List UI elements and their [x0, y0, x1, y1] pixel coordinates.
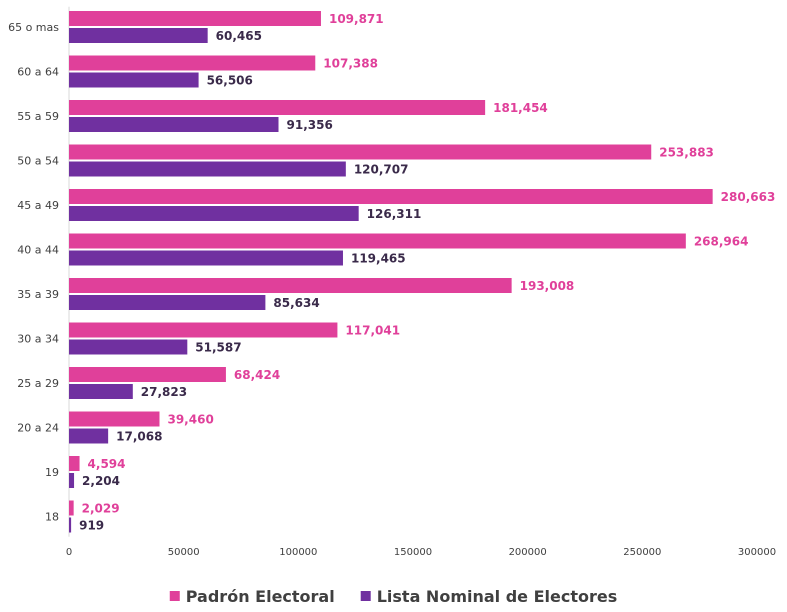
bar-lista-nominal: [69, 517, 72, 533]
bar-padron-electoral: [69, 144, 652, 160]
category-labels: 65 o mas 60 a 64 55 a 59 50 a 54 45 a 49 40 a…: [8, 21, 59, 524]
legend-label: Lista Nominal de Electores: [377, 587, 618, 606]
bar-lista-nominal: [69, 161, 346, 177]
legend-swatch: [169, 591, 180, 601]
x-tick-label: 100000: [279, 547, 317, 558]
x-tick-label: 50000: [168, 547, 200, 558]
data-label: 2,029: [82, 502, 120, 516]
data-label: 60,465: [216, 29, 262, 43]
data-label: 919: [79, 519, 104, 533]
category-label: 20 a 24: [17, 422, 59, 435]
legend-swatch: [360, 591, 371, 601]
bar-padron-electoral: [69, 100, 486, 115]
legend-item: Lista Nominal de Electores: [360, 587, 618, 606]
data-label: 109,871: [329, 12, 384, 26]
bar-padron-electoral: [69, 500, 74, 516]
data-label: 119,465: [351, 252, 406, 266]
bar-padron-electoral: [69, 456, 80, 471]
category-label: 19: [45, 466, 59, 479]
data-label: 268,964: [694, 235, 749, 249]
data-label: 107,388: [323, 57, 378, 71]
category-label: 35 a 39: [17, 288, 59, 301]
category-label: 65 o mas: [8, 21, 59, 34]
bar-padron-electoral: [69, 278, 512, 293]
data-label: 193,008: [520, 279, 575, 293]
data-label: 181,454: [493, 101, 548, 115]
bar-lista-nominal: [69, 206, 359, 221]
data-label: 2,204: [82, 474, 120, 488]
bar-lista-nominal: [69, 250, 343, 266]
category-label: 60 a 64: [17, 66, 59, 79]
category-label: 25 a 29: [17, 377, 59, 390]
bar-padron-electoral: [69, 322, 338, 338]
x-tick-label: 250000: [623, 547, 661, 558]
bar-lista-nominal: [69, 117, 279, 132]
category-label: 55 a 59: [17, 110, 59, 123]
x-tick-label: 0: [66, 547, 72, 558]
data-label: 17,068: [116, 430, 162, 444]
x-axis-ticks: 0 50000 100000 150000 200000 250000 300000: [66, 547, 776, 558]
bar-lista-nominal: [69, 473, 75, 488]
data-label: 120,707: [354, 163, 409, 177]
legend-label: Padrón Electoral: [186, 587, 335, 606]
data-label: 68,424: [234, 368, 280, 382]
bar-lista-nominal: [69, 28, 208, 43]
bar-lista-nominal: [69, 72, 199, 88]
x-tick-label: 150000: [394, 547, 432, 558]
data-label: 56,506: [207, 74, 253, 88]
bar-padron-electoral: [69, 55, 316, 71]
bar-lista-nominal: [69, 295, 266, 310]
data-label: 253,883: [659, 146, 714, 160]
bar-padron-electoral: [69, 233, 686, 249]
data-label: 85,634: [273, 296, 319, 310]
category-label: 50 a 54: [17, 155, 59, 168]
data-label: 39,460: [167, 413, 213, 427]
data-label: 27,823: [141, 385, 187, 399]
bar-lista-nominal: [69, 339, 188, 355]
legend: Padrón Electoral Lista Nominal de Elector…: [169, 587, 618, 606]
bar-lista-nominal: [69, 428, 109, 444]
bar-padron-electoral: [69, 367, 226, 382]
bar-padron-electoral: [69, 411, 160, 427]
bars-layer: 109,871 60,465 107,388 56,506 181,454 91,356 2…: [69, 11, 775, 533]
category-label: 18: [45, 511, 59, 524]
data-label: 117,041: [345, 324, 400, 338]
category-label: 30 a 34: [17, 333, 59, 346]
bar-padron-electoral: [69, 189, 713, 204]
bar-lista-nominal: [69, 384, 133, 399]
bar-padron-electoral: [69, 11, 321, 26]
data-label: 4,594: [88, 457, 126, 471]
data-label: 51,587: [195, 341, 241, 355]
legend-item: Padrón Electoral: [169, 587, 335, 606]
x-tick-label: 300000: [738, 547, 776, 558]
x-tick-label: 200000: [509, 547, 547, 558]
category-label: 45 a 49: [17, 199, 59, 212]
data-label: 126,311: [367, 207, 422, 221]
category-label: 40 a 44: [17, 244, 59, 257]
data-label: 280,663: [721, 190, 776, 204]
data-label: 91,356: [287, 118, 333, 132]
